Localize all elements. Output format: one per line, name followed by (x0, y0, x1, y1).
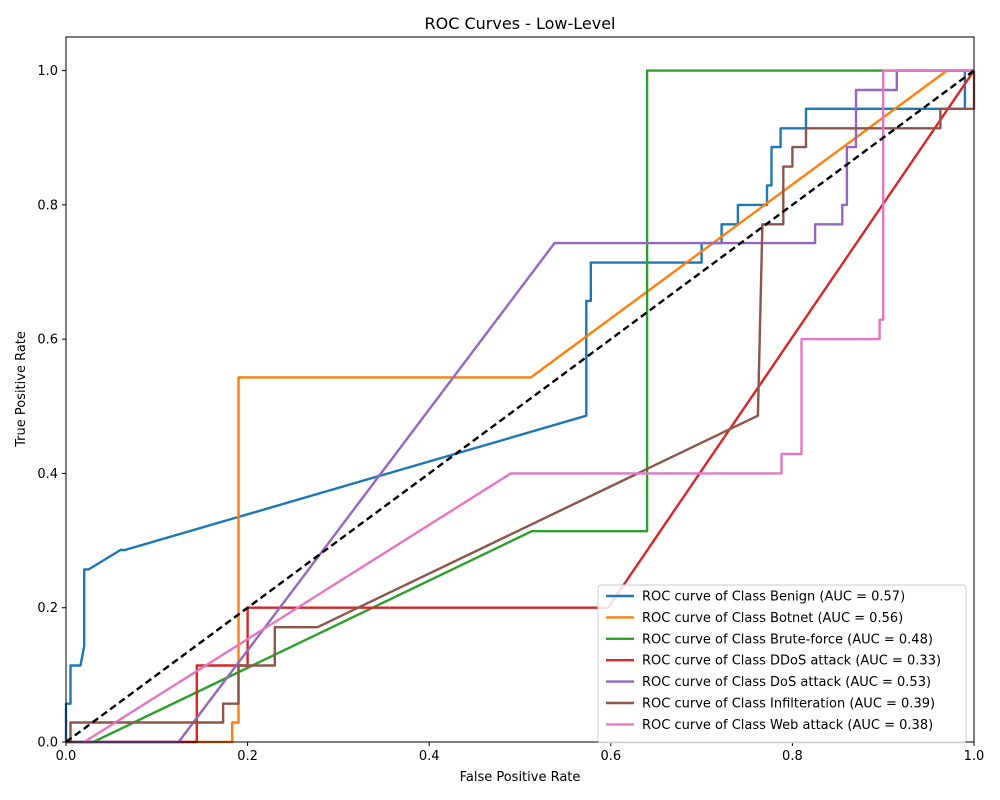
x-axis-ticks: 0.0 0.2 0.4 0.6 0.8 1.0 (56, 742, 985, 764)
legend-label: ROC curve of Class Web attack (AUC = 0.3… (642, 718, 933, 733)
legend: ROC curve of Class Benign (AUC = 0.57) RO… (597, 584, 967, 744)
y-tick-label: 0.4 (37, 467, 58, 482)
x-tick-label: 1.0 (964, 749, 985, 764)
x-tick-label: 0.6 (600, 749, 621, 764)
series-line-2 (66, 69, 974, 744)
y-tick-label: 0.0 (37, 736, 58, 751)
y-tick-label: 0.8 (37, 198, 58, 213)
y-tick-label: 1.0 (37, 64, 58, 79)
legend-label: ROC curve of Class Infilteration (AUC = … (642, 697, 935, 712)
y-axis-label: True Positive Rate (14, 331, 29, 448)
reference-diagonal (65, 69, 975, 743)
x-axis-label: False Positive Rate (460, 770, 581, 785)
y-axis-ticks: 0.0 0.2 0.4 0.6 0.8 1.0 (37, 64, 66, 751)
y-tick-label: 0.6 (37, 333, 58, 348)
legend-label: ROC curve of Class DoS attack (AUC = 0.5… (642, 675, 931, 690)
series-line-5 (66, 69, 974, 744)
legend-box (597, 584, 967, 744)
legend-label: ROC curve of Class Benign (AUC = 0.57) (642, 590, 905, 605)
x-tick-label: 0.2 (237, 749, 258, 764)
series-line-6 (66, 70, 976, 744)
x-tick-label: 0.4 (419, 749, 440, 764)
plot-frame (65, 36, 975, 743)
legend-label: ROC curve of Class Botnet (AUC = 0.56) (642, 611, 903, 626)
x-tick-label: 0.0 (56, 749, 77, 764)
y-tick-label: 0.2 (37, 601, 58, 616)
legend-label: ROC curve of Class DDoS attack (AUC = 0.… (642, 654, 941, 669)
x-tick-label: 0.8 (782, 749, 803, 764)
legend-label: ROC curve of Class Brute-force (AUC = 0.… (642, 632, 933, 647)
chart-title: ROC Curves - Low-Level (425, 14, 616, 33)
series-line-7 (83, 69, 974, 744)
reference-line (65, 69, 975, 743)
